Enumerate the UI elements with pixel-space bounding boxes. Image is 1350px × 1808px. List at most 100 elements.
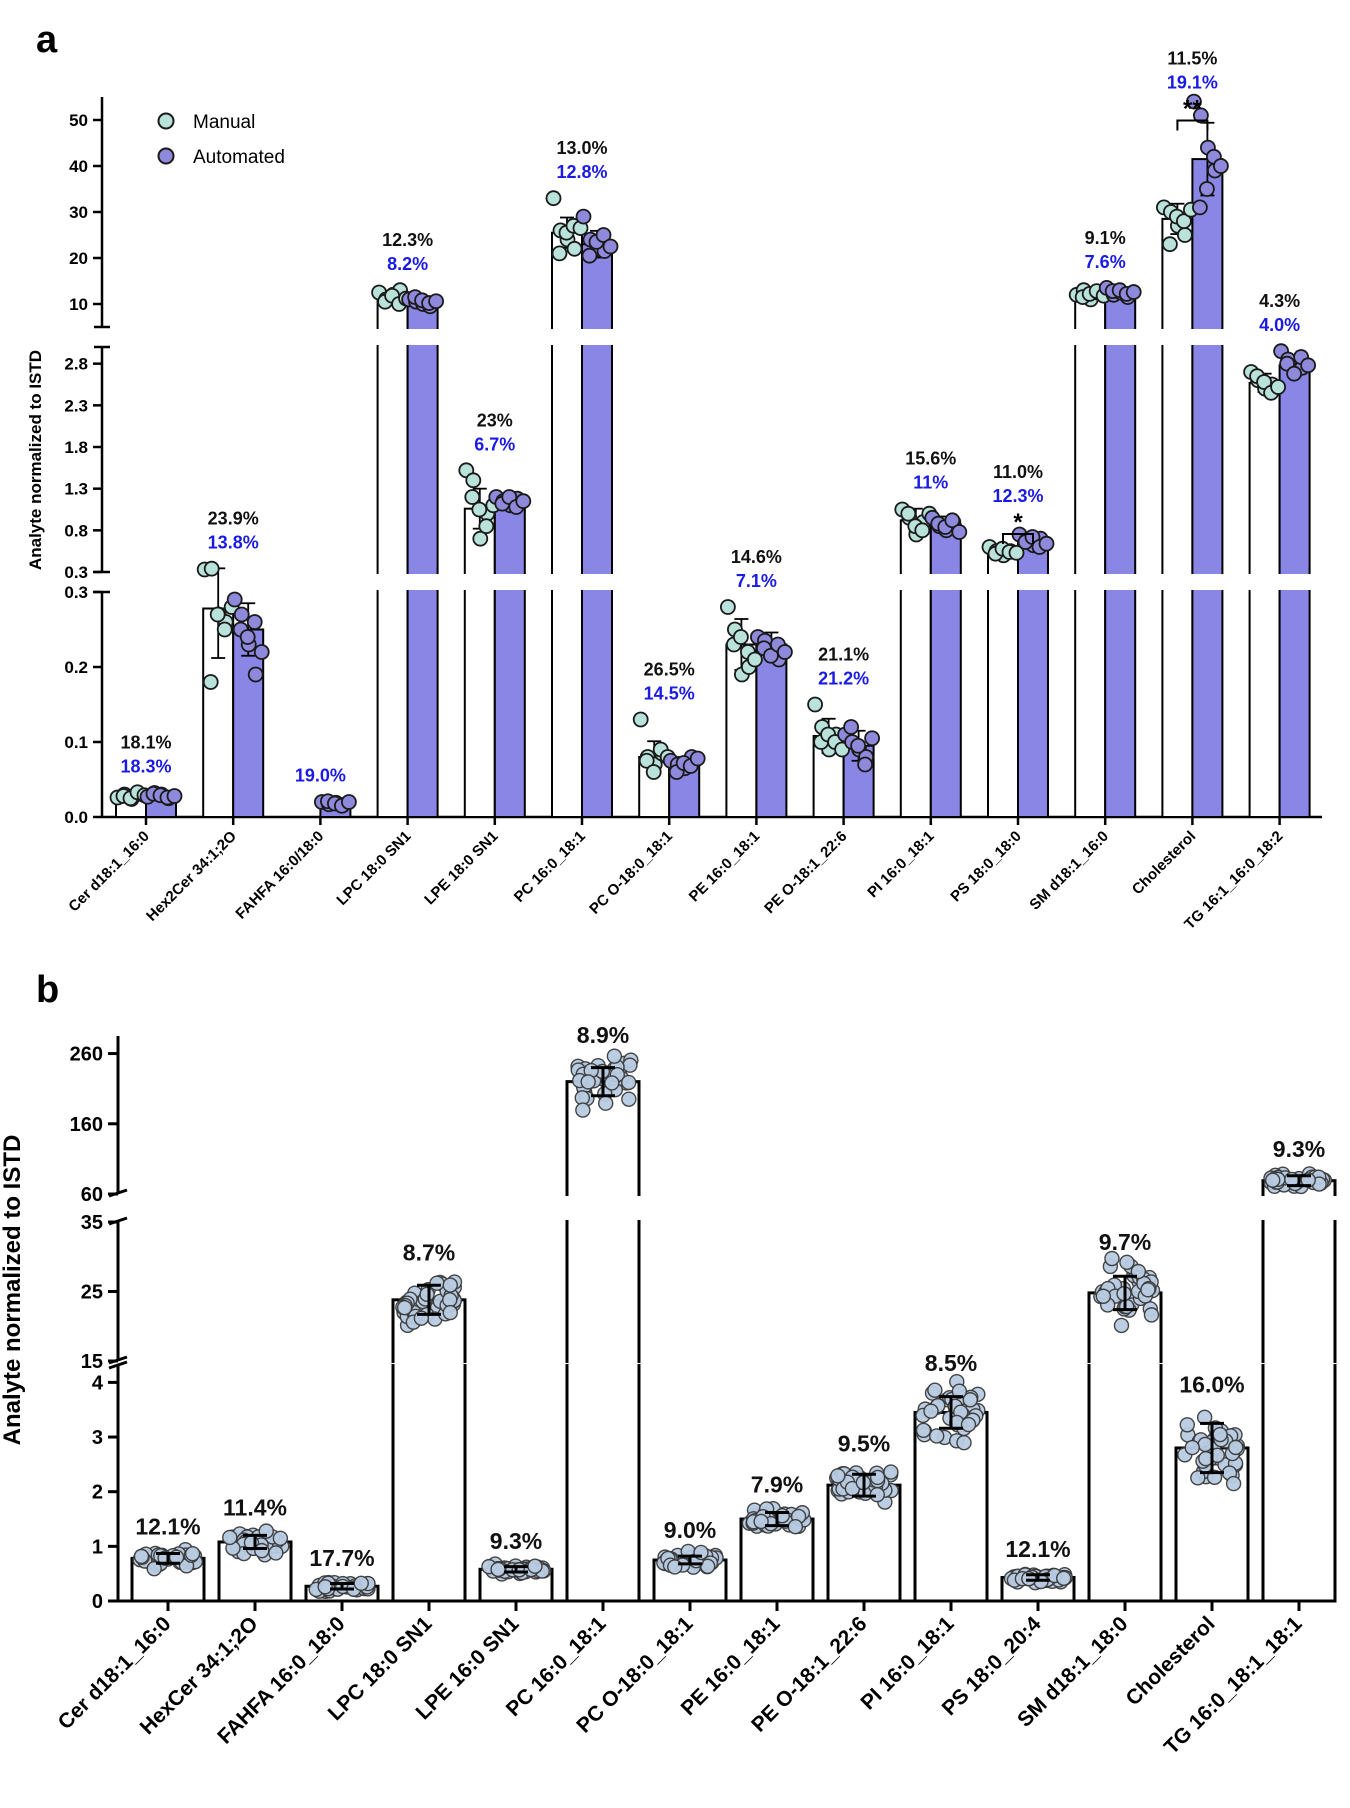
panel-a-cv-manual-label: 12.3% xyxy=(382,230,433,250)
panel-a-point-manual xyxy=(720,599,736,615)
panel-a-bar-manual xyxy=(1248,381,1281,818)
panel-b-cv-label: 9.3% xyxy=(1273,1136,1325,1162)
panel-a-x-tick-label: PC 16:0_18:1 xyxy=(511,828,589,906)
legend-automated-marker xyxy=(157,147,175,165)
panel-b-bar-break-gap xyxy=(1086,1363,1164,1364)
panel-a-point-manual xyxy=(471,501,488,518)
panel-b-point xyxy=(254,1542,270,1559)
panel-b-y-tick-label: 60 xyxy=(81,1184,103,1206)
panel-a-point-automated xyxy=(602,238,619,255)
panel-a-group-pc-16-0-18-1: PC 16:0_18:1 13.0% 12.8% xyxy=(511,138,619,906)
panel-a-point-manual xyxy=(733,629,749,645)
panel-a-bar-break-gap xyxy=(1190,329,1225,345)
panel-a-x-tick-label: FAHFA 16:0/18:0 xyxy=(232,828,327,923)
panel-b-y-tick-label: 160 xyxy=(70,1114,103,1136)
panel-b-point xyxy=(1118,1298,1135,1315)
panel-b-cv-label: 17.7% xyxy=(309,1545,374,1571)
panel-b-point xyxy=(429,1275,445,1291)
panel-b-y-tick-label: 4 xyxy=(92,1372,104,1394)
panel-b-point xyxy=(956,1435,972,1451)
panel-b-bar-break-gap xyxy=(390,1363,468,1364)
panel-a-point-manual xyxy=(478,518,495,535)
panel-a-cv-manual-label: 18.1% xyxy=(120,732,171,752)
panel-a-y-tick-label: 1.3 xyxy=(64,480,88,499)
panel-a-point-manual xyxy=(632,711,649,728)
panel-a-cv-manual-label: 23.9% xyxy=(208,508,259,528)
panel-b-point xyxy=(1095,1288,1112,1304)
panel-a-point-manual xyxy=(472,530,489,547)
panel-a-group-pe-16-0-18-1: PE 16:0_18:1 14.6% 7.1% xyxy=(686,547,793,905)
panel-b-cv-label: 8.9% xyxy=(577,1022,629,1048)
panel-b-point xyxy=(419,1286,435,1303)
panel-a-point-automated xyxy=(1286,365,1302,382)
panel-b-point xyxy=(923,1403,939,1419)
panel-a-point-automated xyxy=(777,644,793,660)
panel-a-point-manual xyxy=(216,621,233,638)
panel-a-cv-manual-label: 11.0% xyxy=(993,462,1043,482)
panel-a-bar-break-gap xyxy=(550,329,584,345)
panel-a-x-tick-label: PI 16:0_18:1 xyxy=(864,828,937,901)
panel-a-point-manual xyxy=(914,522,931,539)
panel-a-bar-break-gap xyxy=(1277,574,1312,590)
panel-b-cv-label: 8.7% xyxy=(403,1239,455,1265)
panel-a-cv-manual-label: 26.5% xyxy=(644,660,695,680)
panel-a-bar-manual xyxy=(463,507,496,818)
panel-a-bar-break-gap xyxy=(375,329,410,345)
panel-a-x-tick-label: PC O-18:0_18:1 xyxy=(586,828,676,918)
panel-a-bar-break-gap xyxy=(1160,329,1195,345)
panel-a-point-automated xyxy=(1193,107,1209,124)
panel-a-significance-line xyxy=(1002,533,1034,544)
panel-a-group-cholesterol: Cholesterol 11.5% 19.1% ** xyxy=(1129,49,1229,898)
panel-b-point xyxy=(604,1075,620,1091)
panel-a-point-automated xyxy=(1125,284,1142,300)
panel-a-bar-automated xyxy=(929,523,962,818)
panel-b-point xyxy=(396,1299,413,1316)
panel-a-legend: Manual Automated xyxy=(157,112,285,168)
panel-b-cv-label: 12.1% xyxy=(1005,1536,1070,1562)
panel-a-x-tick-label: Cer d18:1_16:0 xyxy=(65,828,152,915)
panel-a-cv-manual-label: 11.5% xyxy=(1167,49,1217,69)
panel-a-bar-break-gap xyxy=(550,574,584,590)
panel-b-bar-break-gap xyxy=(564,1363,642,1364)
panel-b-cv-label: 16.0% xyxy=(1179,1372,1244,1398)
panel-b-point xyxy=(442,1277,458,1293)
panel-a-point-automated xyxy=(763,647,779,664)
panel-a-point-manual xyxy=(202,674,219,690)
panel-a-bar-break-gap xyxy=(405,574,440,590)
panel-a-point-automated xyxy=(1186,93,1202,110)
panel-b-point xyxy=(869,1469,886,1486)
panel-b-cv-label: 11.4% xyxy=(223,1494,287,1520)
panel-a-point-automated xyxy=(226,591,243,608)
panel-b-cv-label: 9.5% xyxy=(838,1431,890,1457)
panel-a-y-tick-label: 10 xyxy=(69,295,88,314)
panel-a-cv-manual-label: 21.1% xyxy=(818,645,869,665)
panel-b-axis-break-mark xyxy=(108,1355,128,1365)
panel-a-cv-automated-label: 7.1% xyxy=(736,571,777,591)
panel-a-point-automated xyxy=(864,730,880,747)
panel-b-point xyxy=(830,1468,846,1484)
panel-b-cv-label: 9.7% xyxy=(1099,1229,1151,1255)
panel-b-point xyxy=(1119,1254,1135,1270)
panel-a-bar-break-gap xyxy=(1073,329,1108,345)
panel-b-letter: b xyxy=(36,969,59,1011)
panel-b-point xyxy=(272,1530,289,1546)
panel-a-cv-automated-label: 18.3% xyxy=(120,756,171,776)
panel-a-cv-automated-label: 11% xyxy=(913,473,948,493)
panel-b-group-pc-16-0-18-1: 8.9%PC 16:0_18:1 xyxy=(502,1022,642,1721)
panel-a-point-automated xyxy=(857,756,873,773)
panel-b-point xyxy=(753,1513,769,1530)
panel-a-cv-automated-label: 6.7% xyxy=(474,434,515,454)
panel-a-y-tick-label: 0.1 xyxy=(64,733,88,752)
panel-b-y-tick-label: 0 xyxy=(92,1591,103,1613)
panel-a-y-tick-label: 20 xyxy=(69,249,88,268)
panel-b-point xyxy=(1113,1317,1130,1334)
panel-b-group-sm-d18-1-18-0: 9.7%SM d18:1_18:0 xyxy=(1013,1229,1164,1732)
panel-b-point xyxy=(1225,1475,1242,1492)
panel-a-y-tick-label: 2.3 xyxy=(64,396,88,415)
panel-a-significance-line xyxy=(1176,119,1209,131)
panel-a-point-manual xyxy=(645,764,662,780)
panel-a-y-tick-label: 2.8 xyxy=(64,355,88,374)
panel-a-point-automated xyxy=(1199,181,1215,197)
panel-a-y-tick-label: 50 xyxy=(69,111,88,130)
